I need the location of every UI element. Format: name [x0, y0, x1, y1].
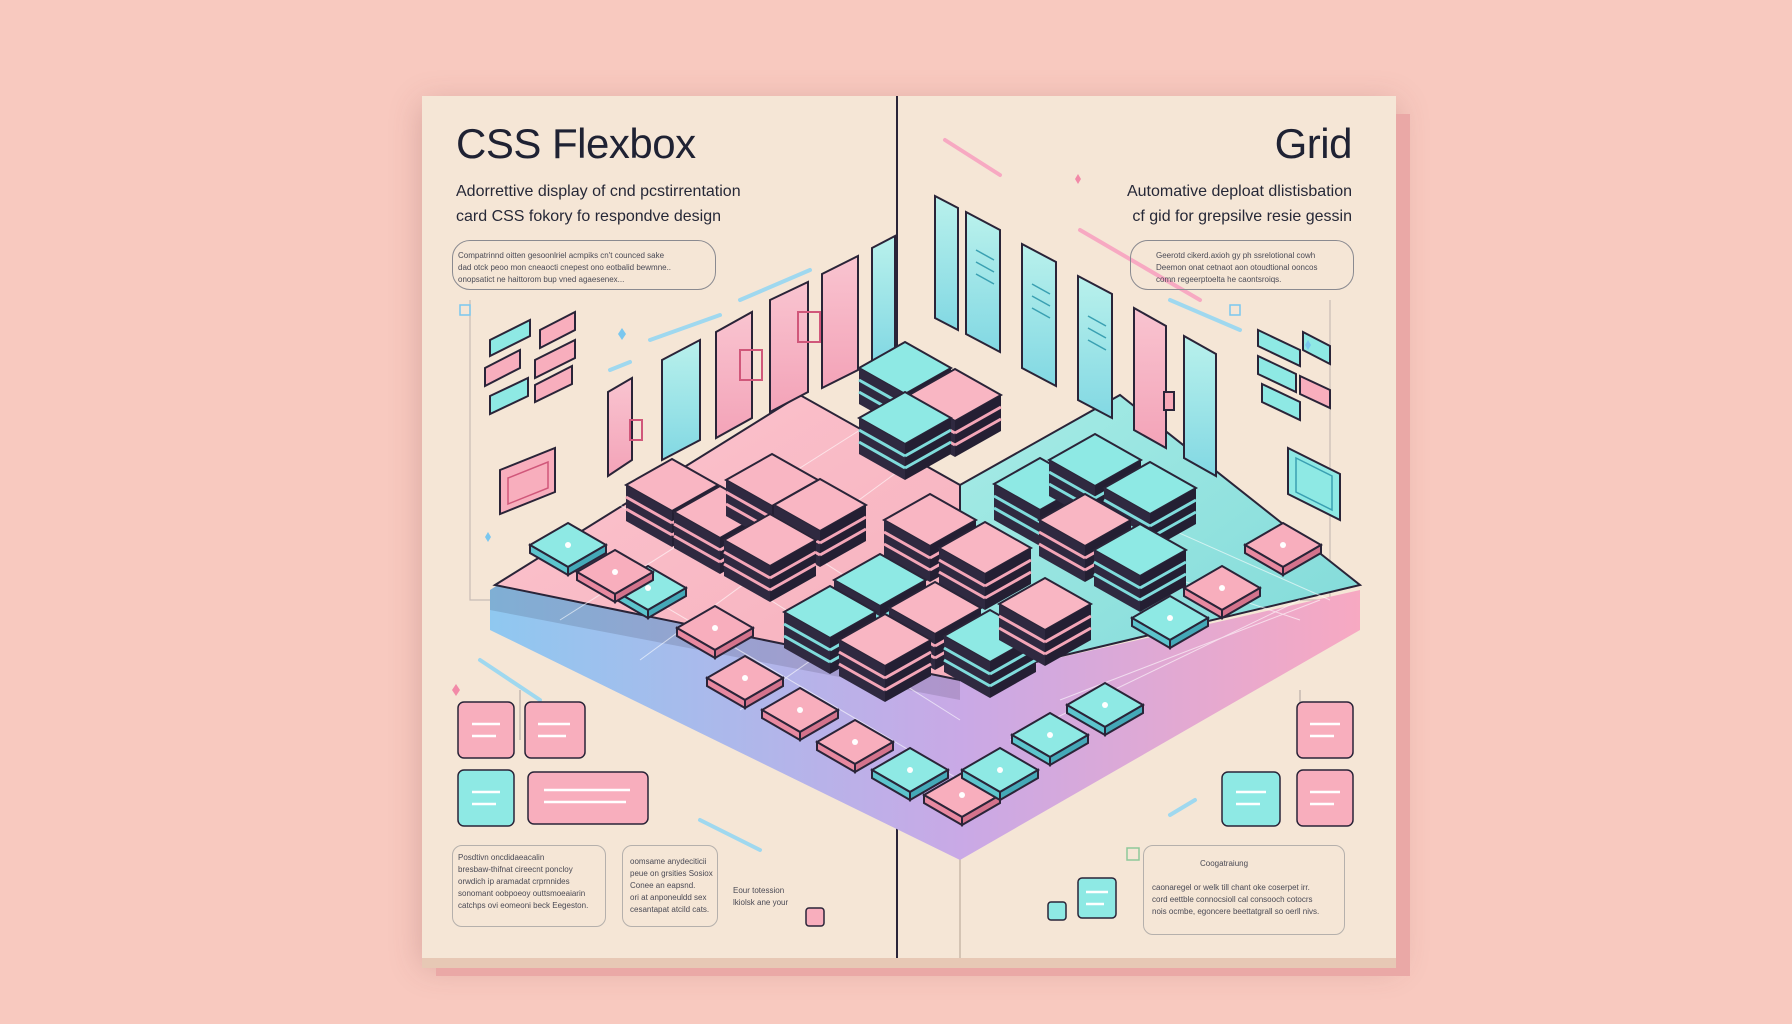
grid-title: Grid — [1274, 120, 1353, 167]
flexbox-subtitle-line-2: card CSS fokory fo respondve design — [456, 208, 722, 225]
flexbox-subtitle-line-1: Adorrettive display of cnd pcstirrentati… — [456, 183, 741, 200]
flexbox-panels — [607, 234, 896, 478]
grid-widgets — [1047, 701, 1354, 921]
flexbox-note-b: oomsame anydeciticii peue on grsities So… — [630, 856, 720, 916]
flexbox-note-a-line: Posdtivn oncdidaeacalin — [458, 853, 545, 862]
flexbox-note-a-line: catchps ovi eomeoni beck Eegeston. — [458, 901, 589, 910]
flexbox-blurb-line: Compatrinnd oitten gesoonlriel acmpiks c… — [458, 251, 665, 260]
flexbox-note-c: Eour totession lkiolsk ane your — [733, 885, 813, 909]
window-icon — [1229, 304, 1241, 316]
flexbox-title: CSS Flexbox — [456, 120, 696, 167]
flexbox-blurb-line: dad otck peoo mon cneaocti cnepest ono e… — [458, 263, 672, 272]
grid-card-cluster-icon — [1257, 328, 1341, 522]
grid-note-title: Coogatraiung — [1200, 859, 1249, 868]
grid-blurb-line: Deemon onat cetnaot aon otoudtional oonc… — [1156, 263, 1318, 272]
window-icon — [459, 304, 471, 316]
grid-blurb-frame — [1130, 240, 1354, 290]
flexbox-note-b-line: ori at anponeuldd sex — [630, 893, 707, 902]
grid-blurb-line: Geerotd cikerd.axioh gy ph ssrelotional … — [1156, 251, 1316, 260]
flexbox-blurb: Compatrinnd oitten gesoonlriel acmpiks c… — [458, 250, 708, 286]
flexbox-note-b-line: oomsame anydeciticii — [630, 857, 707, 866]
flexbox-note-a-line: sonomant oobpoeoy outtsmoeaiarin — [458, 889, 586, 898]
flexbox-card-cluster-icon — [484, 310, 576, 516]
flexbox-widgets — [457, 701, 825, 927]
grid-note-line: caonaregel or welk till chant oke coserp… — [1152, 883, 1310, 892]
flexbox-note-b-line: cesantapat atcild cats. — [630, 905, 710, 914]
window-icon — [1126, 847, 1140, 861]
flexbox-blurb-line: onopsatict ne haittorom bup vned agaesen… — [458, 275, 625, 284]
grid-panels — [934, 194, 1217, 478]
flexbox-blurb-frame — [452, 240, 716, 290]
grid-note: caonaregel or welk till chant oke coserp… — [1152, 882, 1342, 918]
poster-board-edge — [422, 958, 1396, 968]
sparkle-icon — [485, 328, 1311, 542]
flexbox-note-c-line: lkiolsk ane your — [733, 898, 789, 907]
grid-blurb: Geerotd cikerd.axioh gy ph ssrelotional … — [1156, 250, 1352, 286]
flexbox-note-b-line: peue on grsities Sosiox — [630, 869, 713, 878]
grid-blurb-line: comn regeerptoelta he caontsroiqs. — [1156, 275, 1282, 284]
flexbox-note-c-line: Eour totession — [733, 886, 785, 895]
flexbox-note-a-frame — [452, 845, 606, 927]
grid-note-frame — [1143, 845, 1345, 935]
flexbox-note-b-line: Conee an eapsnd. — [630, 881, 696, 890]
flexbox-note-a-line: bresbaw-thifnat cireecnt poncloy — [458, 865, 573, 874]
flexbox-note-b-frame — [622, 845, 718, 927]
grid-subtitle-line-2: cf gid for grepsilve resie gessin — [1132, 208, 1352, 225]
flexbox-note-a-line: orwdich ip aramadat crprnnides — [458, 877, 570, 886]
grid-note-line: nois ocmbe, egoncere beettatgrall so oer… — [1152, 907, 1320, 916]
grid-note-line: cord eettble connocsioll cal consooch co… — [1152, 895, 1313, 904]
flexbox-note-a: Posdtivn oncdidaeacalin bresbaw-thifnat … — [458, 852, 608, 912]
grid-subtitle-line-1: Automative deploat dlistisbation — [1126, 183, 1352, 200]
